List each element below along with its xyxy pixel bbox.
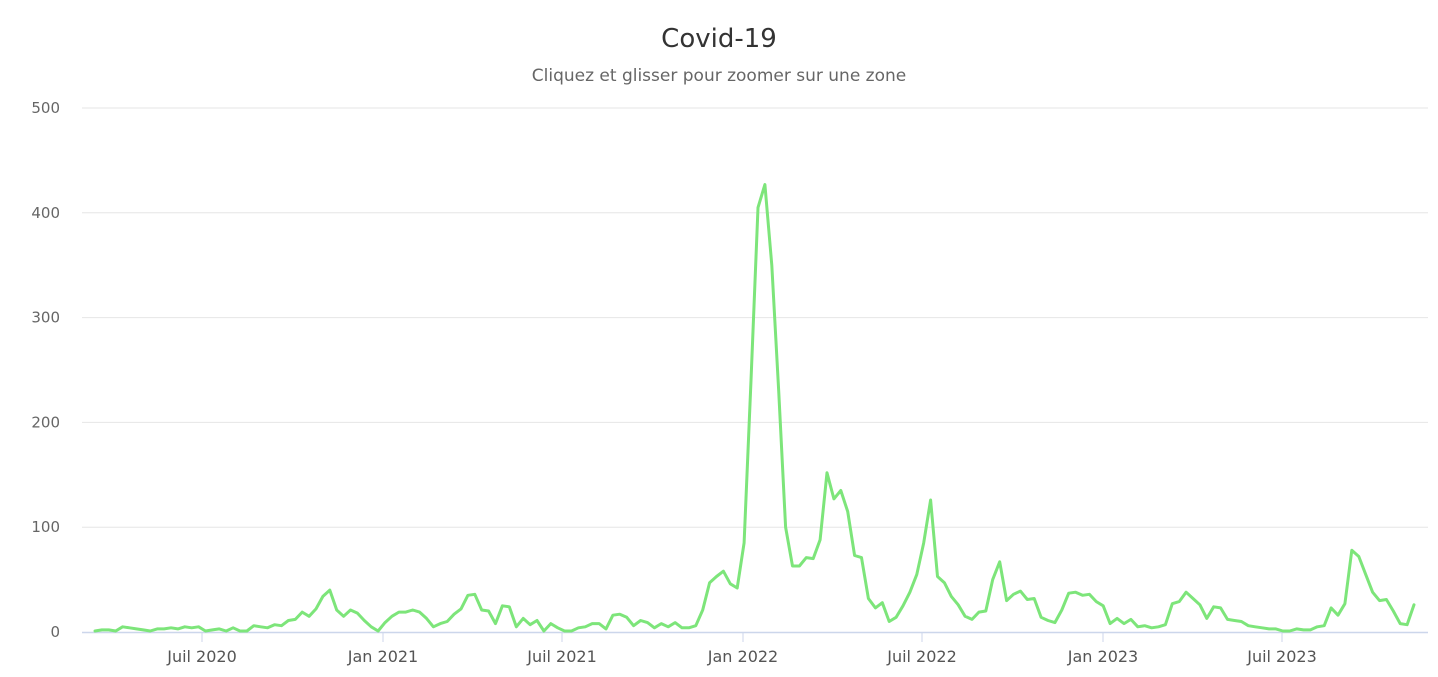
series-line-covid-19[interactable]: [93, 183, 1416, 633]
x-axis-label: Jan 2021: [347, 647, 418, 666]
x-axis-label: Juil 2021: [526, 647, 597, 666]
y-axis-label: 500: [31, 99, 60, 117]
y-axis-label: 100: [31, 518, 60, 536]
x-axis-label: Jan 2023: [1067, 647, 1138, 666]
y-axis-label: 300: [31, 309, 60, 327]
y-axis-label: 400: [31, 204, 60, 222]
chart-subtitle: Cliquez et glisser pour zoomer sur une z…: [531, 66, 907, 86]
y-axis-label: 200: [31, 413, 60, 431]
x-axis-label: Juil 2023: [1246, 647, 1317, 666]
x-axis-label: Juil 2020: [166, 647, 237, 666]
y-axis-label: 0: [50, 623, 60, 641]
x-axis-label: Jan 2022: [707, 647, 778, 666]
x-axis-label: Juil 2022: [886, 647, 957, 666]
chart-title: Covid-19: [661, 24, 777, 54]
